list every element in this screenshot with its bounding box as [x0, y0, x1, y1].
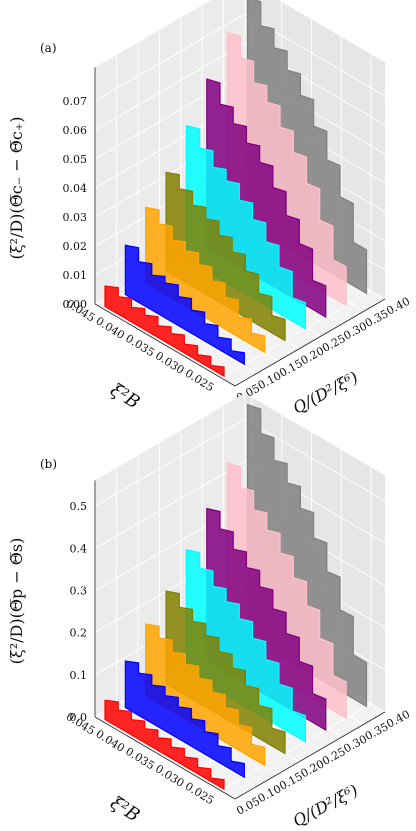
q-axis-line [234, 298, 386, 387]
z-axis-label: (ξ²/D)(Θ̅p − Θ̅s) [7, 538, 26, 665]
panel-label: (b) [40, 457, 57, 471]
z-tick-label: 0.00 [63, 298, 88, 311]
grid-b [220, 54, 372, 379]
series-ribbon-0 [104, 699, 225, 791]
panel-a: 0.000.010.020.030.040.050.060.070.0450.0… [7, 0, 412, 418]
b-axis-label: ξ²B [106, 792, 143, 826]
z-axis-label: (ξ²/D)(Θ̅c₋ − Θ̅c₊) [7, 116, 26, 259]
series-ribbon-0 [104, 285, 225, 378]
q-tick-label: 0.40 [384, 708, 412, 731]
z-tick-label: 0.04 [63, 182, 88, 195]
q-axis-line [234, 711, 386, 800]
z-tick-label: 0.01 [63, 269, 88, 282]
z-tick-label: 0.4 [70, 542, 88, 555]
b-axis-line [94, 716, 236, 800]
z-tick-label: 0.0 [70, 711, 88, 724]
b-axis-line [94, 303, 236, 387]
q-tick-label: 0.40 [384, 295, 412, 318]
z-tick-label: 0.1 [70, 669, 88, 682]
z-tick-label: 0.5 [70, 500, 88, 513]
z-tick-label: 0.2 [70, 627, 88, 640]
series-ribbon-1 [124, 660, 245, 779]
series-ribbon-1 [124, 244, 245, 366]
q-axis-label: Q/(D²/ξ⁶) [290, 368, 361, 418]
panel-label: (a) [40, 41, 57, 55]
z-tick-label: 0.03 [63, 211, 88, 224]
z-tick-label: 0.3 [70, 584, 88, 597]
z-tick-label: 0.06 [63, 124, 88, 137]
q-axis-label: Q/(D²/ξ⁶) [290, 781, 361, 831]
z-tick-label: 0.07 [63, 95, 88, 108]
z-tick-label: 0.05 [63, 153, 88, 166]
grid-b [220, 467, 372, 792]
z-tick-label: 0.02 [63, 240, 88, 253]
panel-b: 0.00.10.20.30.40.50.0450.0400.0350.0300.… [7, 393, 412, 831]
b-axis-label: ξ²B [106, 379, 143, 413]
